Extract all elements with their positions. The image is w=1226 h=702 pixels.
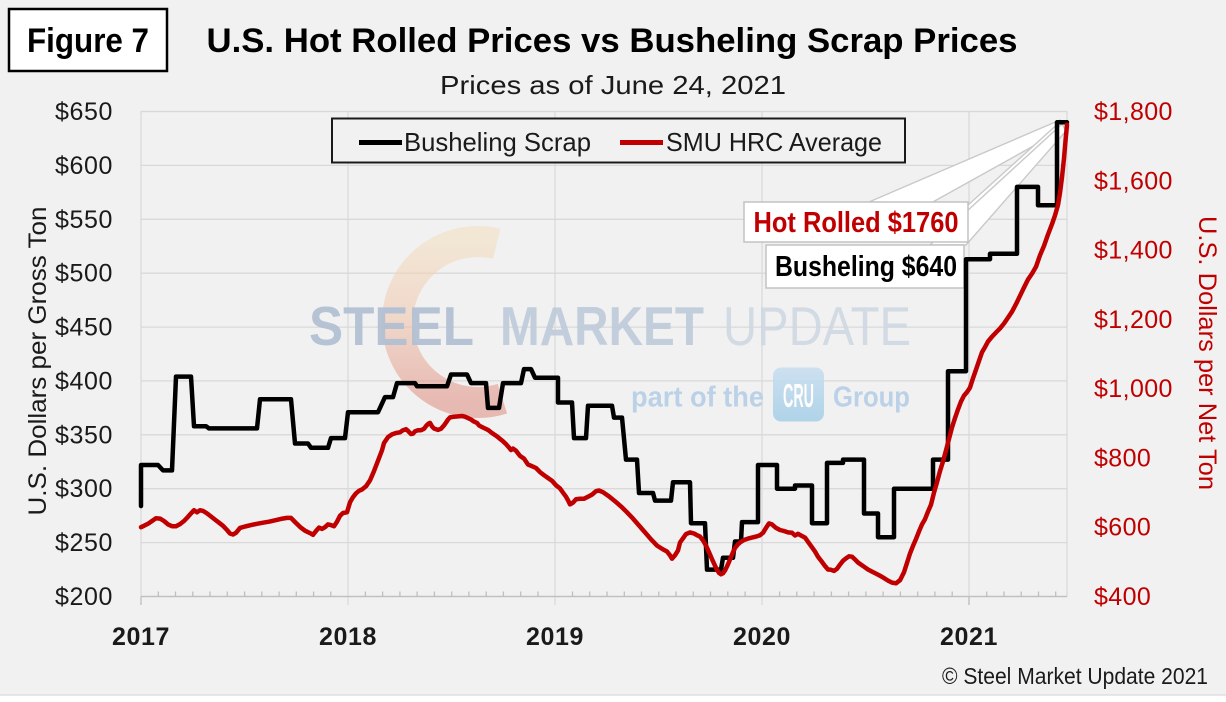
svg-text:$1,600: $1,600 — [1094, 167, 1173, 195]
svg-text:$1,200: $1,200 — [1094, 306, 1173, 334]
svg-text:UPDATE: UPDATE — [723, 295, 911, 357]
svg-text:2020: 2020 — [733, 623, 791, 651]
svg-text:SMU HRC Average: SMU HRC Average — [666, 127, 882, 157]
svg-text:2021: 2021 — [940, 623, 998, 651]
svg-text:2017: 2017 — [112, 623, 170, 651]
svg-text:Hot Rolled $1760: Hot Rolled $1760 — [754, 207, 959, 239]
svg-text:MARKET: MARKET — [500, 295, 704, 357]
svg-text:$450: $450 — [55, 314, 113, 342]
svg-text:Prices as of June 24, 2021: Prices as of June 24, 2021 — [440, 70, 786, 100]
svg-text:part of the: part of the — [631, 382, 764, 414]
svg-text:$400: $400 — [1094, 583, 1151, 611]
svg-text:$550: $550 — [55, 206, 113, 234]
svg-text:Group: Group — [833, 382, 910, 414]
svg-text:$650: $650 — [55, 98, 113, 126]
svg-text:$800: $800 — [1094, 444, 1151, 472]
svg-text:$300: $300 — [55, 475, 113, 503]
svg-text:STEEL: STEEL — [309, 295, 474, 357]
svg-text:2018: 2018 — [319, 623, 377, 651]
svg-text:$250: $250 — [55, 529, 113, 557]
svg-text:$400: $400 — [55, 367, 113, 395]
svg-text:U.S. Dollars per Gross Ton: U.S. Dollars per Gross Ton — [24, 207, 52, 516]
svg-text:Figure 7: Figure 7 — [27, 22, 149, 60]
svg-text:$1,800: $1,800 — [1094, 98, 1173, 126]
svg-text:$350: $350 — [55, 421, 113, 449]
svg-text:U.S. Hot Rolled Prices vs Bush: U.S. Hot Rolled Prices vs Busheling Scra… — [207, 22, 1018, 60]
svg-text:$200: $200 — [55, 583, 113, 611]
svg-text:Busheling Scrap: Busheling Scrap — [404, 127, 591, 157]
svg-text:$600: $600 — [55, 152, 113, 180]
svg-text:$600: $600 — [1094, 514, 1151, 542]
svg-text:CRU: CRU — [783, 377, 814, 414]
svg-text:2019: 2019 — [526, 623, 584, 651]
svg-text:$1,000: $1,000 — [1094, 375, 1173, 403]
svg-text:© Steel Market Update 2021: © Steel Market Update 2021 — [942, 663, 1208, 689]
svg-text:$1,400: $1,400 — [1094, 237, 1173, 265]
svg-text:$500: $500 — [55, 260, 113, 288]
svg-text:U.S. Dollars per Net Ton: U.S. Dollars per Net Ton — [1193, 216, 1221, 490]
svg-text:Busheling $640: Busheling $640 — [775, 251, 957, 283]
